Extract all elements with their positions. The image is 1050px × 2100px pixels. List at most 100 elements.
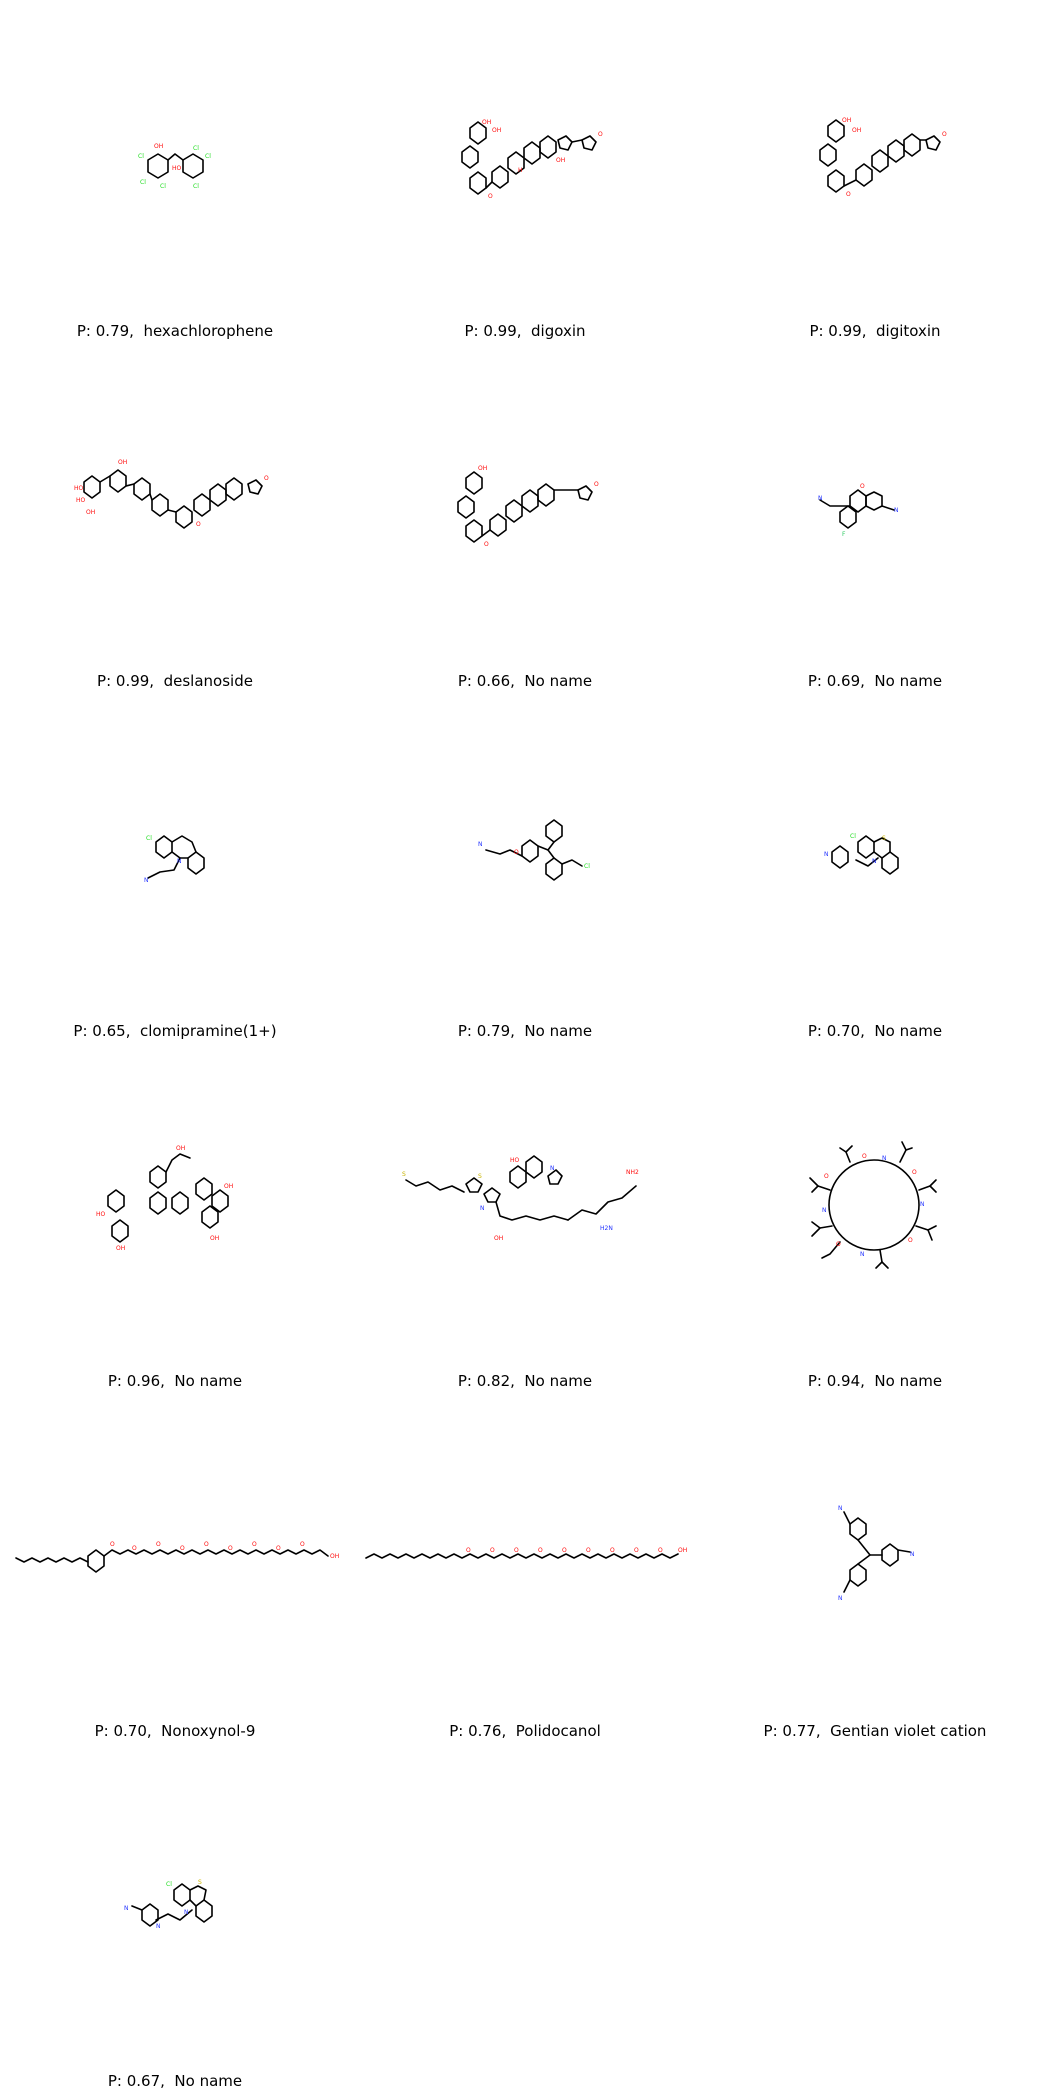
molecule-caption: P: 0.65, clomipramine(1+) [73, 1022, 277, 1040]
svg-text:N: N [156, 1923, 161, 1930]
svg-text:OH: OH [478, 465, 487, 472]
svg-text:O: O [466, 1547, 471, 1554]
svg-text:O: O [300, 1541, 305, 1548]
molecule-caption: P: 0.99, digitoxin [809, 322, 941, 340]
svg-text:N: N [177, 858, 182, 865]
molecule-cell: N O N F P: 0.69, No name [700, 350, 1050, 700]
svg-text:N: N [894, 507, 899, 514]
svg-text:O: O [264, 475, 269, 482]
molecule-caption: P: 0.99, deslanoside [97, 672, 253, 690]
molecule-cell: Cl S N N N P: 0.67, No name [0, 1750, 350, 2100]
svg-text:F: F [842, 531, 846, 538]
molecule-cell: OH HO Cl Cl Cl Cl Cl Cl P: 0.79, hexachloroph… [0, 0, 350, 350]
svg-text:N: N [920, 1201, 925, 1208]
molecule-structure: O O O O O O O O O OH [15, 1541, 339, 1573]
svg-text:O: O [598, 131, 603, 138]
svg-text:N: N [124, 1905, 129, 1912]
svg-text:O: O [228, 1545, 233, 1552]
svg-text:O: O [490, 1547, 495, 1554]
molecule-structure: S S N HO N H2N OH NH2 [402, 1155, 639, 1242]
svg-text:O: O [586, 1547, 591, 1554]
molecule-structure: OH O O [457, 465, 599, 548]
molecule-structure: O N O N O N O N O [809, 1141, 937, 1269]
molecule-caption: P: 0.70, Nonoxynol-9 [94, 1722, 256, 1740]
svg-text:N: N [822, 1207, 827, 1214]
svg-text:O: O [610, 1547, 615, 1554]
svg-text:N: N [872, 858, 877, 865]
svg-text:OH: OH [210, 1235, 219, 1242]
svg-text:O: O [538, 1547, 543, 1554]
svg-text:N: N [818, 495, 823, 502]
molecule-cell: N O Cl P: 0.79, No name [350, 700, 700, 1050]
svg-text:OH: OH [842, 117, 851, 124]
svg-text:Cl: Cl [146, 835, 152, 842]
svg-text:N: N [184, 1909, 189, 1916]
svg-text:O: O [846, 191, 851, 198]
svg-text:O: O [204, 1541, 209, 1548]
svg-text:Cl: Cl [205, 153, 211, 160]
svg-text:OH: OH [330, 1553, 339, 1560]
svg-text:H2N: H2N [600, 1225, 613, 1232]
molecule-cell: O O O O O O O O O OH P: 0.76, Polidocanol [350, 1400, 700, 1750]
svg-text:O: O [132, 1545, 137, 1552]
molecule-structure: OH HO OH OH OH [96, 1145, 233, 1252]
svg-text:Cl: Cl [850, 833, 856, 840]
svg-text:N: N [860, 1251, 865, 1258]
molecule-cell: Cl N N P: 0.65, clomipramine(1+) [0, 700, 350, 1050]
svg-text:S: S [478, 1173, 482, 1180]
svg-text:O: O [658, 1547, 663, 1554]
molecule-caption: P: 0.76, Polidocanol [449, 1722, 601, 1740]
svg-text:Cl: Cl [193, 183, 199, 190]
svg-text:HO: HO [172, 165, 182, 172]
svg-text:O: O [908, 1237, 913, 1244]
svg-text:OH: OH [556, 157, 565, 164]
svg-text:O: O [276, 1545, 281, 1552]
svg-text:Cl: Cl [193, 145, 199, 152]
svg-text:O: O [634, 1547, 639, 1554]
molecule-caption: P: 0.66, No name [457, 672, 593, 690]
svg-text:HO: HO [74, 485, 84, 492]
molecule-structure: O O O O O O O O O OH [365, 1547, 687, 1559]
svg-text:N: N [478, 841, 483, 848]
molecule-cell: Cl S N N P: 0.70, No name [700, 700, 1050, 1050]
svg-text:S: S [198, 1879, 202, 1886]
svg-text:O: O [862, 1153, 867, 1160]
svg-text:O: O [942, 131, 947, 138]
svg-text:HO: HO [510, 1157, 520, 1164]
molecule-structure: N O Cl [478, 819, 590, 881]
molecule-caption: P: 0.94, No name [807, 1372, 943, 1390]
svg-text:O: O [484, 541, 489, 548]
svg-text:O: O [836, 1241, 841, 1248]
molecule-cell: N N N P: 0.77, Gentian violet cation [700, 1400, 1050, 1750]
svg-text:O: O [156, 1541, 161, 1548]
svg-text:S: S [882, 835, 886, 842]
molecule-caption: P: 0.82, No name [457, 1372, 593, 1390]
svg-text:OH: OH [494, 1235, 503, 1242]
molecule-caption: P: 0.79, hexachlorophene [76, 322, 274, 340]
molecule-caption: P: 0.67, No name [107, 2072, 243, 2090]
svg-text:O: O [860, 483, 865, 490]
svg-text:N: N [838, 1505, 843, 1512]
svg-text:N: N [824, 851, 829, 858]
svg-text:N: N [480, 1205, 485, 1212]
svg-text:O: O [110, 1541, 115, 1548]
svg-text:OH: OH [852, 127, 861, 134]
svg-text:Cl: Cl [160, 183, 166, 190]
svg-text:O: O [488, 193, 493, 200]
svg-text:OH: OH [678, 1547, 687, 1554]
molecule-caption: P: 0.99, digoxin [464, 322, 586, 340]
molecule-structure: N O N F [818, 483, 899, 538]
svg-text:O: O [912, 1169, 917, 1176]
svg-text:N: N [882, 1155, 887, 1162]
svg-text:Cl: Cl [166, 1881, 172, 1888]
svg-text:O: O [196, 521, 201, 528]
molecule-caption: P: 0.70, No name [807, 1022, 943, 1040]
svg-text:O: O [824, 1173, 829, 1180]
molecule-structure: Cl S N N N [124, 1879, 213, 1930]
molecule-cell: HO HO OH O O OH P: 0.99, deslanoside [0, 350, 350, 700]
svg-text:O: O [514, 1547, 519, 1554]
svg-text:NH2: NH2 [626, 1169, 639, 1176]
svg-text:N: N [144, 877, 149, 884]
